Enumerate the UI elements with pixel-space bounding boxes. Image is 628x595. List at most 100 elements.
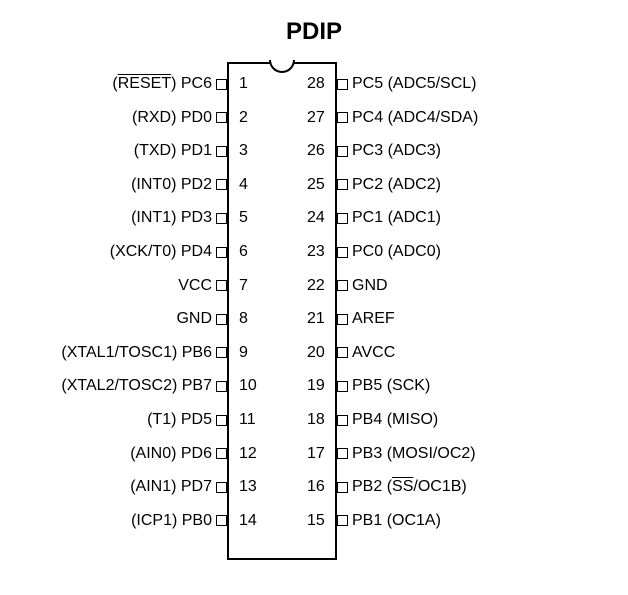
package-title: PDIP — [0, 18, 628, 46]
pin-number: 5 — [239, 209, 248, 226]
pin-label: AREF — [352, 310, 395, 328]
pin-row: 21AREF — [337, 311, 628, 328]
pin-pad-icon — [337, 213, 348, 224]
pin-number: 18 — [307, 411, 325, 428]
pin-row: 19PB5 (SCK) — [337, 378, 628, 395]
pin-number: 13 — [239, 478, 257, 495]
pin-pad-icon — [337, 179, 348, 190]
pin-label: GND — [176, 310, 212, 328]
pin-label: PC4 (ADC4/SDA) — [352, 109, 478, 127]
pin-row: (ICP1) PB014 — [0, 512, 227, 529]
pin-label: (XCK/T0) PD4 — [110, 243, 212, 261]
pin-pad-icon — [216, 314, 227, 325]
pin-row: 27PC4 (ADC4/SDA) — [337, 109, 628, 126]
pin-number: 17 — [307, 445, 325, 462]
pin-label: PC5 (ADC5/SCL) — [352, 75, 476, 93]
pin-row: (AIN1) PD713 — [0, 479, 227, 496]
pin-row: 26PC3 (ADC3) — [337, 143, 628, 160]
pin-row: 24PC1 (ADC1) — [337, 210, 628, 227]
pin-row: 18PB4 (MISO) — [337, 412, 628, 429]
pin-number: 27 — [307, 109, 325, 126]
pin-row: (RESET) PC61 — [0, 76, 227, 93]
pin-row: (T1) PD511 — [0, 412, 227, 429]
pin-label: (RXD) PD0 — [132, 109, 212, 127]
pin-pad-icon — [337, 515, 348, 526]
pin-label: (XTAL1/TOSC1) PB6 — [61, 344, 212, 362]
pin-number: 24 — [307, 209, 325, 226]
pin-number: 4 — [239, 176, 248, 193]
pin-label: VCC — [178, 277, 212, 295]
pin-row: (RXD) PD02 — [0, 109, 227, 126]
pin-row: (XTAL2/TOSC2) PB710 — [0, 378, 227, 395]
pin-number: 25 — [307, 176, 325, 193]
pin-number: 19 — [307, 377, 325, 394]
pin-number: 15 — [307, 512, 325, 529]
pin-row: 16PB2 (SS/OC1B) — [337, 479, 628, 496]
pin-label: (INT1) PD3 — [131, 209, 212, 227]
pin-label: (T1) PD5 — [147, 411, 212, 429]
pin-row: (AIN0) PD612 — [0, 445, 227, 462]
pin-pad-icon — [337, 280, 348, 291]
pin-pad-icon — [337, 79, 348, 90]
pin-number: 22 — [307, 277, 325, 294]
pin-row: (XCK/T0) PD46 — [0, 244, 227, 261]
pin-number: 23 — [307, 243, 325, 260]
pin-pad-icon — [216, 381, 227, 392]
pin-number: 10 — [239, 377, 257, 394]
pin-pad-icon — [216, 482, 227, 493]
pin-pad-icon — [216, 515, 227, 526]
pin-number: 26 — [307, 142, 325, 159]
pin-pad-icon — [216, 179, 227, 190]
pin-label: (AIN1) PD7 — [130, 478, 212, 496]
pin-label: (INT0) PD2 — [131, 176, 212, 194]
pin-row: 20AVCC — [337, 344, 628, 361]
pin-label: PB1 (OC1A) — [352, 512, 441, 530]
pin-number: 8 — [239, 310, 248, 327]
pin-pad-icon — [337, 347, 348, 358]
pin-row: 22GND — [337, 277, 628, 294]
pin-number: 7 — [239, 277, 248, 294]
pin-label: PB2 (SS/OC1B) — [352, 478, 467, 496]
pin-label: PC2 (ADC2) — [352, 176, 441, 194]
pin-pad-icon — [216, 213, 227, 224]
pin-number: 16 — [307, 478, 325, 495]
pin-pad-icon — [216, 112, 227, 123]
pin-label: (RESET) PC6 — [112, 75, 212, 93]
pin-number: 11 — [239, 411, 256, 428]
pin-row: (INT0) PD24 — [0, 176, 227, 193]
pin-row: GND8 — [0, 311, 227, 328]
pin-pad-icon — [337, 381, 348, 392]
pin-row: 25PC2 (ADC2) — [337, 176, 628, 193]
pin-pad-icon — [337, 482, 348, 493]
pin-number: 14 — [239, 512, 257, 529]
pin-row: (TXD) PD13 — [0, 143, 227, 160]
pin-pad-icon — [337, 247, 348, 258]
pin-label: GND — [352, 277, 388, 295]
pin-number: 6 — [239, 243, 248, 260]
pin-label: (XTAL2/TOSC2) PB7 — [61, 377, 212, 395]
pin-label: AVCC — [352, 344, 395, 362]
pin-number: 12 — [239, 445, 257, 462]
pin-row: (XTAL1/TOSC1) PB69 — [0, 344, 227, 361]
pin-pad-icon — [337, 112, 348, 123]
pin-label: PB4 (MISO) — [352, 411, 438, 429]
pin-number: 21 — [307, 310, 325, 327]
pin-pad-icon — [337, 314, 348, 325]
pin-pad-icon — [216, 79, 227, 90]
pin-label: PC1 (ADC1) — [352, 209, 441, 227]
pin-row: 28PC5 (ADC5/SCL) — [337, 76, 628, 93]
pin-number: 28 — [307, 75, 325, 92]
pin-pad-icon — [337, 448, 348, 459]
pin-label: PC3 (ADC3) — [352, 142, 441, 160]
pin-number: 2 — [239, 109, 248, 126]
pin-pad-icon — [216, 415, 227, 426]
pin-label: PB5 (SCK) — [352, 377, 430, 395]
pin-row: 15PB1 (OC1A) — [337, 512, 628, 529]
pin-row: 17PB3 (MOSI/OC2) — [337, 445, 628, 462]
pin-pad-icon — [216, 247, 227, 258]
pin-label: PB3 (MOSI/OC2) — [352, 445, 476, 463]
pin-label: (ICP1) PB0 — [131, 512, 212, 530]
pin-pad-icon — [337, 146, 348, 157]
pin-pad-icon — [216, 448, 227, 459]
pin-pad-icon — [337, 415, 348, 426]
